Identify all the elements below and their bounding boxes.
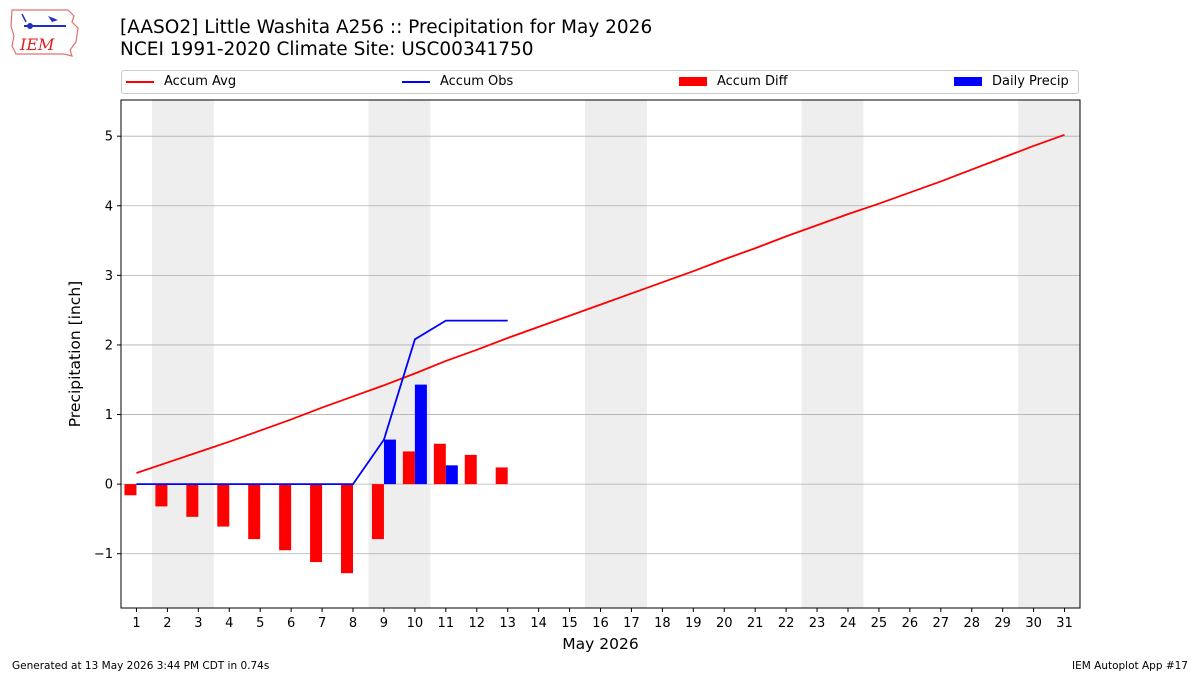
accum-diff-bar [124, 484, 137, 496]
legend-item-accum-diff: Accum Diff [679, 74, 788, 89]
legend-item-accum-obs: Accum Obs [402, 74, 513, 89]
x-tick-label: 25 [871, 616, 888, 631]
y-tick-label: 4 [105, 199, 113, 214]
daily-precip-bar [383, 439, 396, 485]
x-tick-label: 1 [132, 616, 140, 631]
accum-avg-line [136, 133, 1065, 474]
legend-swatch-accum-diff [679, 77, 707, 86]
accum-diff-bar [495, 467, 508, 485]
iem-logo: IEM [10, 9, 79, 57]
x-tick-label: 26 [902, 616, 919, 631]
legend-swatch-accum-avg [126, 80, 154, 83]
x-tick-label: 28 [963, 616, 980, 631]
x-tick-label: 14 [530, 616, 547, 631]
x-tick-label: 30 [1025, 616, 1042, 631]
x-tick-label: 20 [716, 616, 733, 631]
y-tick-label: 1 [105, 408, 113, 423]
accum-diff-bar [341, 484, 354, 574]
daily-precip-bar [414, 384, 427, 485]
x-axis-label: May 2026 [562, 635, 638, 653]
x-tick-label: 10 [407, 616, 424, 631]
x-tick-label: 31 [1056, 616, 1073, 631]
x-tick-label: 19 [685, 616, 702, 631]
accum-diff-bar [310, 484, 323, 563]
x-tick-label: 27 [933, 616, 950, 631]
y-tick-label: 3 [105, 269, 113, 284]
legend-item-accum-avg: Accum Avg [126, 74, 236, 89]
x-tick-label: 13 [499, 616, 516, 631]
weekend-band [585, 100, 647, 608]
x-tick-label: 6 [287, 616, 295, 631]
x-tick-label: 5 [256, 616, 264, 631]
x-tick-label: 4 [225, 616, 233, 631]
x-tick-label: 15 [561, 616, 578, 631]
x-tick-label: 9 [380, 616, 388, 631]
legend-label-daily-precip: Daily Precip [992, 74, 1069, 89]
x-tick-label: 23 [809, 616, 826, 631]
accum-diff-bar [155, 484, 168, 507]
x-tick-label: 22 [778, 616, 795, 631]
x-tick-label: 16 [592, 616, 609, 631]
accum-diff-bar [217, 484, 230, 527]
chart-title: [AASO2] Little Washita A256 :: Precipita… [120, 17, 653, 38]
legend-swatch-daily-precip [954, 77, 982, 86]
accum-diff-bar [186, 484, 199, 517]
weekend-band [1018, 100, 1080, 608]
chart-subtitle: NCEI 1991-2020 Climate Site: USC00341750 [120, 39, 534, 60]
weekend-band [801, 100, 864, 608]
x-tick-label: 21 [747, 616, 764, 631]
chart-legend: Accum Avg Accum Obs Accum Diff Daily Pre… [121, 70, 1079, 94]
accum-diff-bar [464, 454, 477, 485]
y-axis-label: Precipitation [inch] [66, 281, 84, 427]
y-tick-label: 0 [105, 478, 113, 493]
weekend-band [151, 100, 214, 608]
y-tick-label: −1 [94, 547, 113, 562]
x-tick-label: 8 [349, 616, 357, 631]
legend-swatch-accum-obs [402, 80, 430, 83]
accum-diff-bar [371, 484, 384, 540]
x-tick-label: 29 [994, 616, 1011, 631]
generated-timestamp: Generated at 13 May 2026 3:44 PM CDT in … [12, 660, 270, 672]
x-tick-label: 3 [194, 616, 202, 631]
logo-text: IEM [19, 35, 55, 54]
daily-precip-bar [445, 465, 458, 485]
x-tick-label: 11 [438, 616, 455, 631]
accum-diff-bar [279, 484, 292, 551]
legend-label-accum-obs: Accum Obs [440, 74, 514, 89]
app-credit: IEM Autoplot App #17 [1072, 660, 1188, 672]
y-tick-label: 2 [105, 338, 113, 353]
accum-diff-bar [402, 451, 415, 485]
x-tick-label: 24 [840, 616, 857, 631]
legend-label-accum-avg: Accum Avg [164, 74, 237, 89]
x-tick-label: 2 [163, 616, 171, 631]
x-tick-label: 12 [468, 616, 485, 631]
x-tick-label: 18 [654, 616, 671, 631]
accum-obs-line [136, 319, 508, 486]
legend-label-accum-diff: Accum Diff [717, 74, 788, 89]
x-tick-label: 7 [318, 616, 326, 631]
x-tick-label: 17 [623, 616, 640, 631]
legend-item-daily-precip: Daily Precip [954, 74, 1069, 89]
accum-diff-bar [433, 443, 446, 485]
y-tick-label: 5 [105, 130, 113, 145]
accum-diff-bar [248, 484, 261, 540]
